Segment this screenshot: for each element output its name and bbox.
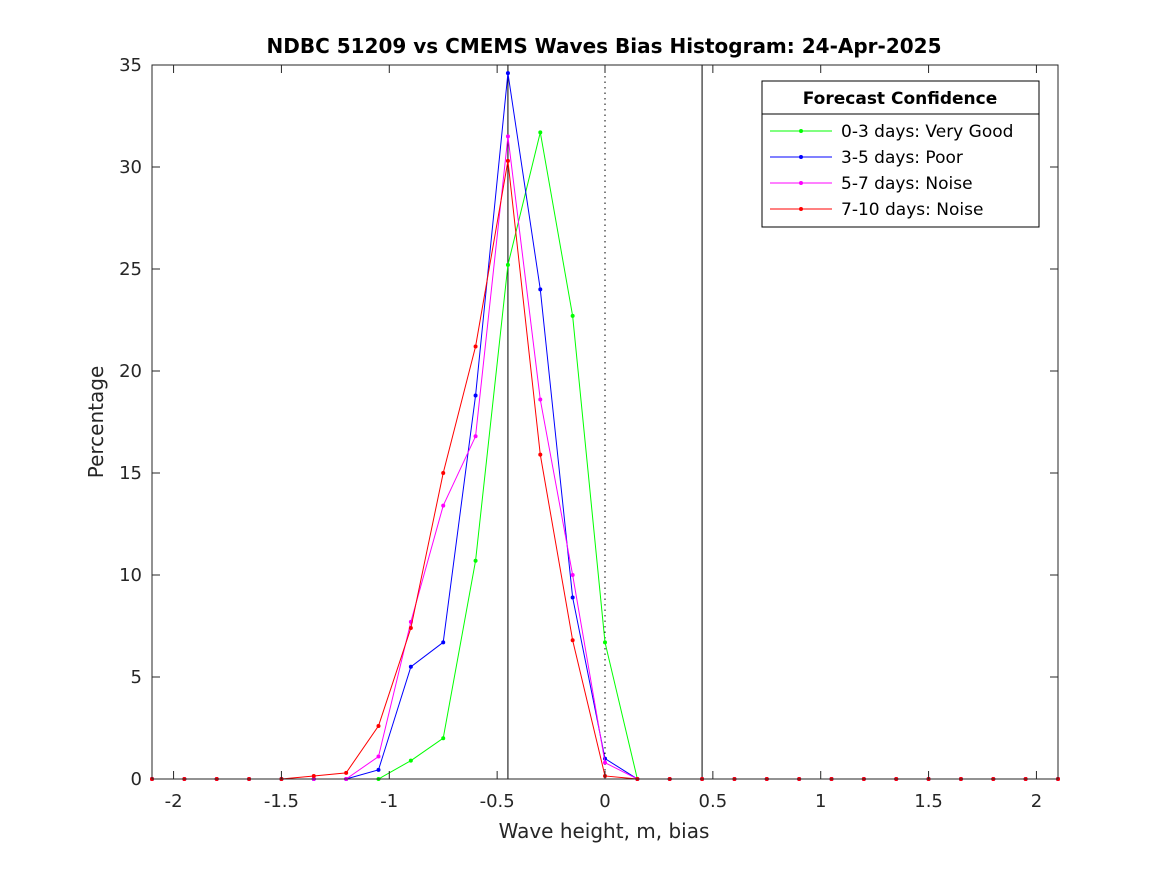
series-4-point [505,158,510,163]
legend-entry-3: 5-7 days: Noise [770,174,973,194]
series-1-point [603,640,607,645]
x-axis-ticks: -2 -1.5 -1 -0.5 0 0.5 1 1.5 2 [165,65,1042,812]
legend-entry-2: 3-5 days: Poor [770,148,963,168]
x-tick-label: -1.5 [264,791,299,812]
y-tick-label: 20 [119,361,142,382]
legend-label: 3-5 days: Poor [841,148,963,168]
y-tick-label: 0 [131,769,142,790]
series-3-point [441,503,446,508]
y-axis-label: Percentage [84,366,108,479]
x-tick-label: 1.5 [914,791,943,812]
series-3-point [376,754,381,759]
series-2-point [505,71,510,76]
x-tick-label: 0 [599,791,610,812]
series-1-point [505,262,510,267]
x-tick-label: 2 [1031,791,1042,812]
y-tick-label: 30 [119,157,142,178]
series-1-point [473,558,478,563]
series-3-point [570,573,575,577]
legend-label: 7-10 days: Noise [841,200,983,220]
x-tick-label: 1 [815,791,826,812]
chart-title: NDBC 51209 vs CMEMS Waves Bias Histogram… [267,34,942,58]
legend-swatch-marker [799,129,803,133]
series-4-point [570,638,575,643]
legend-box [761,80,1040,228]
series-4-point [538,452,543,457]
x-tick-label: -0.5 [480,791,515,812]
x-axis-label: Wave height, m, bias [499,819,710,843]
legend-entry-1: 0-3 days: Very Good [770,122,1013,142]
series-4-point [441,471,446,475]
series-1-point [441,736,446,741]
x-tick-label: -1 [380,791,398,812]
series-4-point [473,344,478,349]
series-4-point [311,773,316,778]
legend-label: 5-7 days: Noise [841,174,973,194]
legend-swatch-marker [799,181,803,185]
x-tick-label: 0.5 [699,791,728,812]
series-1-point [538,130,543,135]
series-4-point [344,770,349,775]
y-tick-label: 35 [119,55,142,76]
reference-lines [507,65,703,779]
legend: Forecast Confidence 0-3 days: Very Good 3… [761,80,1040,228]
series-4-point [408,626,413,631]
x-tick-label: -2 [165,791,183,812]
series-3-point [603,760,607,765]
legend-entry-4: 7-10 days: Noise [770,200,983,220]
y-tick-label: 10 [119,565,142,586]
y-tick-label: 5 [131,667,142,688]
series-3-point [538,397,543,402]
series-2-point [570,595,575,600]
series-3-point [505,134,510,139]
y-tick-label: 15 [119,463,142,484]
series-2-point [473,393,478,398]
legend-title: Forecast Confidence [803,89,998,109]
legend-label: 0-3 days: Very Good [841,122,1013,142]
legend-items: 0-3 days: Very Good 3-5 days: Poor 5-7 day… [770,122,1013,220]
series-2-point [408,664,413,669]
series-1-point [570,313,575,318]
series-2-point [376,767,381,772]
legend-swatch-marker [799,207,803,211]
series-1-point [408,758,413,763]
legend-swatch-marker [799,155,803,159]
series-2-point [441,640,446,645]
series-2-point [538,287,543,292]
y-tick-label: 25 [119,259,142,280]
series-4-point [376,723,381,728]
series-3-point [473,434,478,439]
y-axis-ticks: 0 5 10 15 20 25 30 35 [119,55,1058,790]
